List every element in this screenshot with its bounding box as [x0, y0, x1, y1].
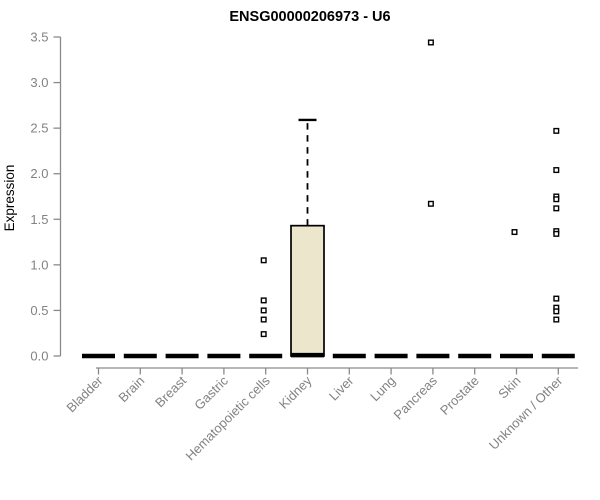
outlier-point-unknown-other	[553, 308, 560, 315]
x-tick-label-kidney: Kidney	[276, 373, 315, 412]
y-tick-label-2.0: 2.0	[30, 166, 48, 181]
outlier-point-unknown-other	[553, 167, 560, 174]
y-tick-label-1.0: 1.0	[30, 257, 48, 272]
outlier-point-pancreas	[427, 200, 434, 207]
box-kidney	[290, 224, 325, 357]
outlier-point-skin	[511, 229, 518, 236]
outlier-point-unknown-other	[553, 295, 560, 302]
boxplot-group-hematopoietic-cells	[249, 257, 283, 359]
y-tick-label-0.5: 0.5	[30, 303, 48, 318]
x-tick-label-skin: Skin	[495, 373, 523, 401]
outlier-point-unknown-other	[553, 205, 560, 212]
x-tick-label-gastric: Gastric	[191, 373, 231, 413]
x-tick-label-prostate: Prostate	[437, 373, 482, 418]
outlier-point-unknown-other	[553, 127, 560, 134]
outlier-point-hematopoietic-cells	[260, 331, 267, 338]
x-tick-label-breast: Breast	[152, 373, 189, 410]
chart-title: ENSG00000206973 - U6	[229, 9, 390, 25]
boxplot-group-pancreas	[416, 39, 450, 359]
y-tick-label-1.5: 1.5	[30, 212, 48, 227]
outlier-point-hematopoietic-cells	[260, 316, 267, 323]
x-tick-label-lung: Lung	[367, 373, 398, 404]
y-tick-label-0.0: 0.0	[30, 349, 48, 364]
y-axis-label: Expression	[2, 165, 17, 232]
outlier-point-hematopoietic-cells	[260, 257, 267, 264]
outlier-point-hematopoietic-cells	[260, 307, 267, 314]
outlier-point-hematopoietic-cells	[260, 297, 267, 304]
x-tick-label-unknown-other: Unknown / Other	[486, 373, 566, 453]
y-tick-label-3.5: 3.5	[30, 30, 48, 45]
outlier-point-unknown-other	[553, 316, 560, 323]
outlier-point-pancreas	[427, 39, 434, 46]
outlier-point-unknown-other	[553, 230, 560, 237]
x-tick-label-liver: Liver	[326, 373, 357, 404]
y-tick-label-2.5: 2.5	[30, 121, 48, 136]
y-tick-label-3.0: 3.0	[30, 75, 48, 90]
boxplot-group-skin	[500, 229, 533, 359]
boxplot-group-unknown-other	[541, 127, 575, 359]
x-tick-label-bladder: Bladder	[63, 373, 106, 416]
x-tick-label-pancreas: Pancreas	[391, 373, 441, 423]
boxplot-data-layer	[82, 39, 575, 359]
boxplot-group-kidney	[290, 118, 325, 358]
x-tick-label-brain: Brain	[115, 373, 147, 405]
outlier-point-unknown-other	[553, 196, 560, 203]
